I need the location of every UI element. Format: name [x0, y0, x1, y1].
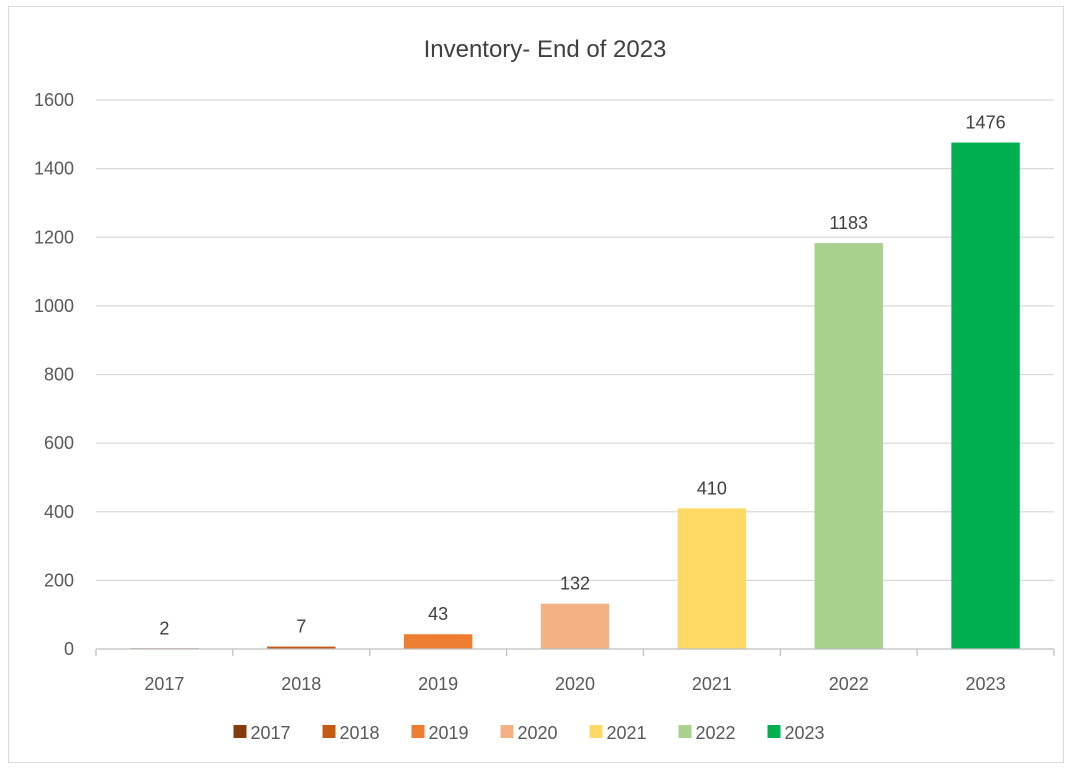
- legend-item-2021: 2021: [589, 723, 647, 743]
- bar-2021: [677, 508, 747, 649]
- legend-label-2022: 2022: [696, 723, 736, 743]
- data-label-2023: 1476: [966, 113, 1006, 133]
- y-tick-label: 1400: [34, 159, 74, 179]
- y-tick-label: 1600: [34, 90, 74, 110]
- legend-label-2021: 2021: [607, 723, 647, 743]
- legend-swatch-2020: [500, 725, 514, 738]
- bar-2020: [540, 603, 610, 649]
- x-tick-label-2022: 2022: [829, 674, 869, 694]
- x-tick-label-2018: 2018: [281, 674, 321, 694]
- data-label-2017: 2: [159, 618, 169, 638]
- bar-2019: [403, 634, 473, 649]
- y-tick-label: 800: [44, 365, 74, 385]
- legend-swatch-2018: [322, 725, 336, 738]
- legend-swatch-2022: [678, 725, 692, 738]
- legend-swatch-2017: [233, 725, 247, 738]
- bars: [130, 142, 1020, 650]
- x-tick-label-2019: 2019: [418, 674, 458, 694]
- legend-item-2020: 2020: [500, 723, 558, 743]
- legend-label-2019: 2019: [429, 723, 469, 743]
- chart-title: Inventory- End of 2023: [424, 36, 667, 63]
- chart-frame: [8, 6, 1064, 763]
- x-tick-label-2023: 2023: [966, 674, 1006, 694]
- gridlines: [96, 99, 1054, 582]
- y-tick-label: 0: [64, 639, 74, 659]
- x-tick-label-2021: 2021: [692, 674, 732, 694]
- data-label-2019: 43: [428, 604, 448, 624]
- data-label-2020: 132: [560, 574, 590, 594]
- bar-2023: [951, 142, 1020, 650]
- legend-label-2018: 2018: [340, 723, 380, 743]
- legend-swatch-2021: [589, 725, 603, 738]
- x-axis-ticks: 2017 2018 2019 2020 2021 2022 2023: [144, 674, 1005, 694]
- y-tick-label: 400: [44, 502, 74, 522]
- legend-swatch-2023: [767, 725, 781, 738]
- legend-item-2023: 2023: [767, 723, 825, 743]
- legend-item-2017: 2017: [233, 723, 291, 743]
- y-axis-ticks: 0 200 400 600 800 1000 1200 1400 1600: [34, 90, 74, 659]
- data-label-2022: 1183: [829, 213, 868, 233]
- legend-label-2017: 2017: [251, 723, 291, 743]
- legend: 2017 2018 2019 2020 2021 2022 2023: [233, 723, 825, 743]
- y-tick-label: 200: [44, 570, 74, 590]
- x-tick-label-2020: 2020: [555, 674, 595, 694]
- legend-label-2023: 2023: [785, 723, 825, 743]
- data-label-2021: 410: [697, 478, 727, 498]
- legend-item-2019: 2019: [411, 723, 469, 743]
- legend-item-2022: 2022: [678, 723, 736, 743]
- data-label-2018: 7: [296, 617, 306, 637]
- y-tick-label: 1000: [34, 296, 74, 316]
- bar-2022: [814, 243, 883, 649]
- bar-2018: [267, 646, 336, 649]
- legend-swatch-2019: [411, 725, 425, 738]
- legend-label-2020: 2020: [518, 723, 558, 743]
- y-tick-label: 1200: [34, 227, 74, 247]
- y-tick-label: 600: [44, 433, 74, 453]
- x-tick-label-2017: 2017: [144, 674, 184, 694]
- x-axis: [95, 648, 1055, 656]
- data-labels: 2 7 43 132 410 1183 1476: [159, 113, 1005, 639]
- legend-item-2018: 2018: [322, 723, 380, 743]
